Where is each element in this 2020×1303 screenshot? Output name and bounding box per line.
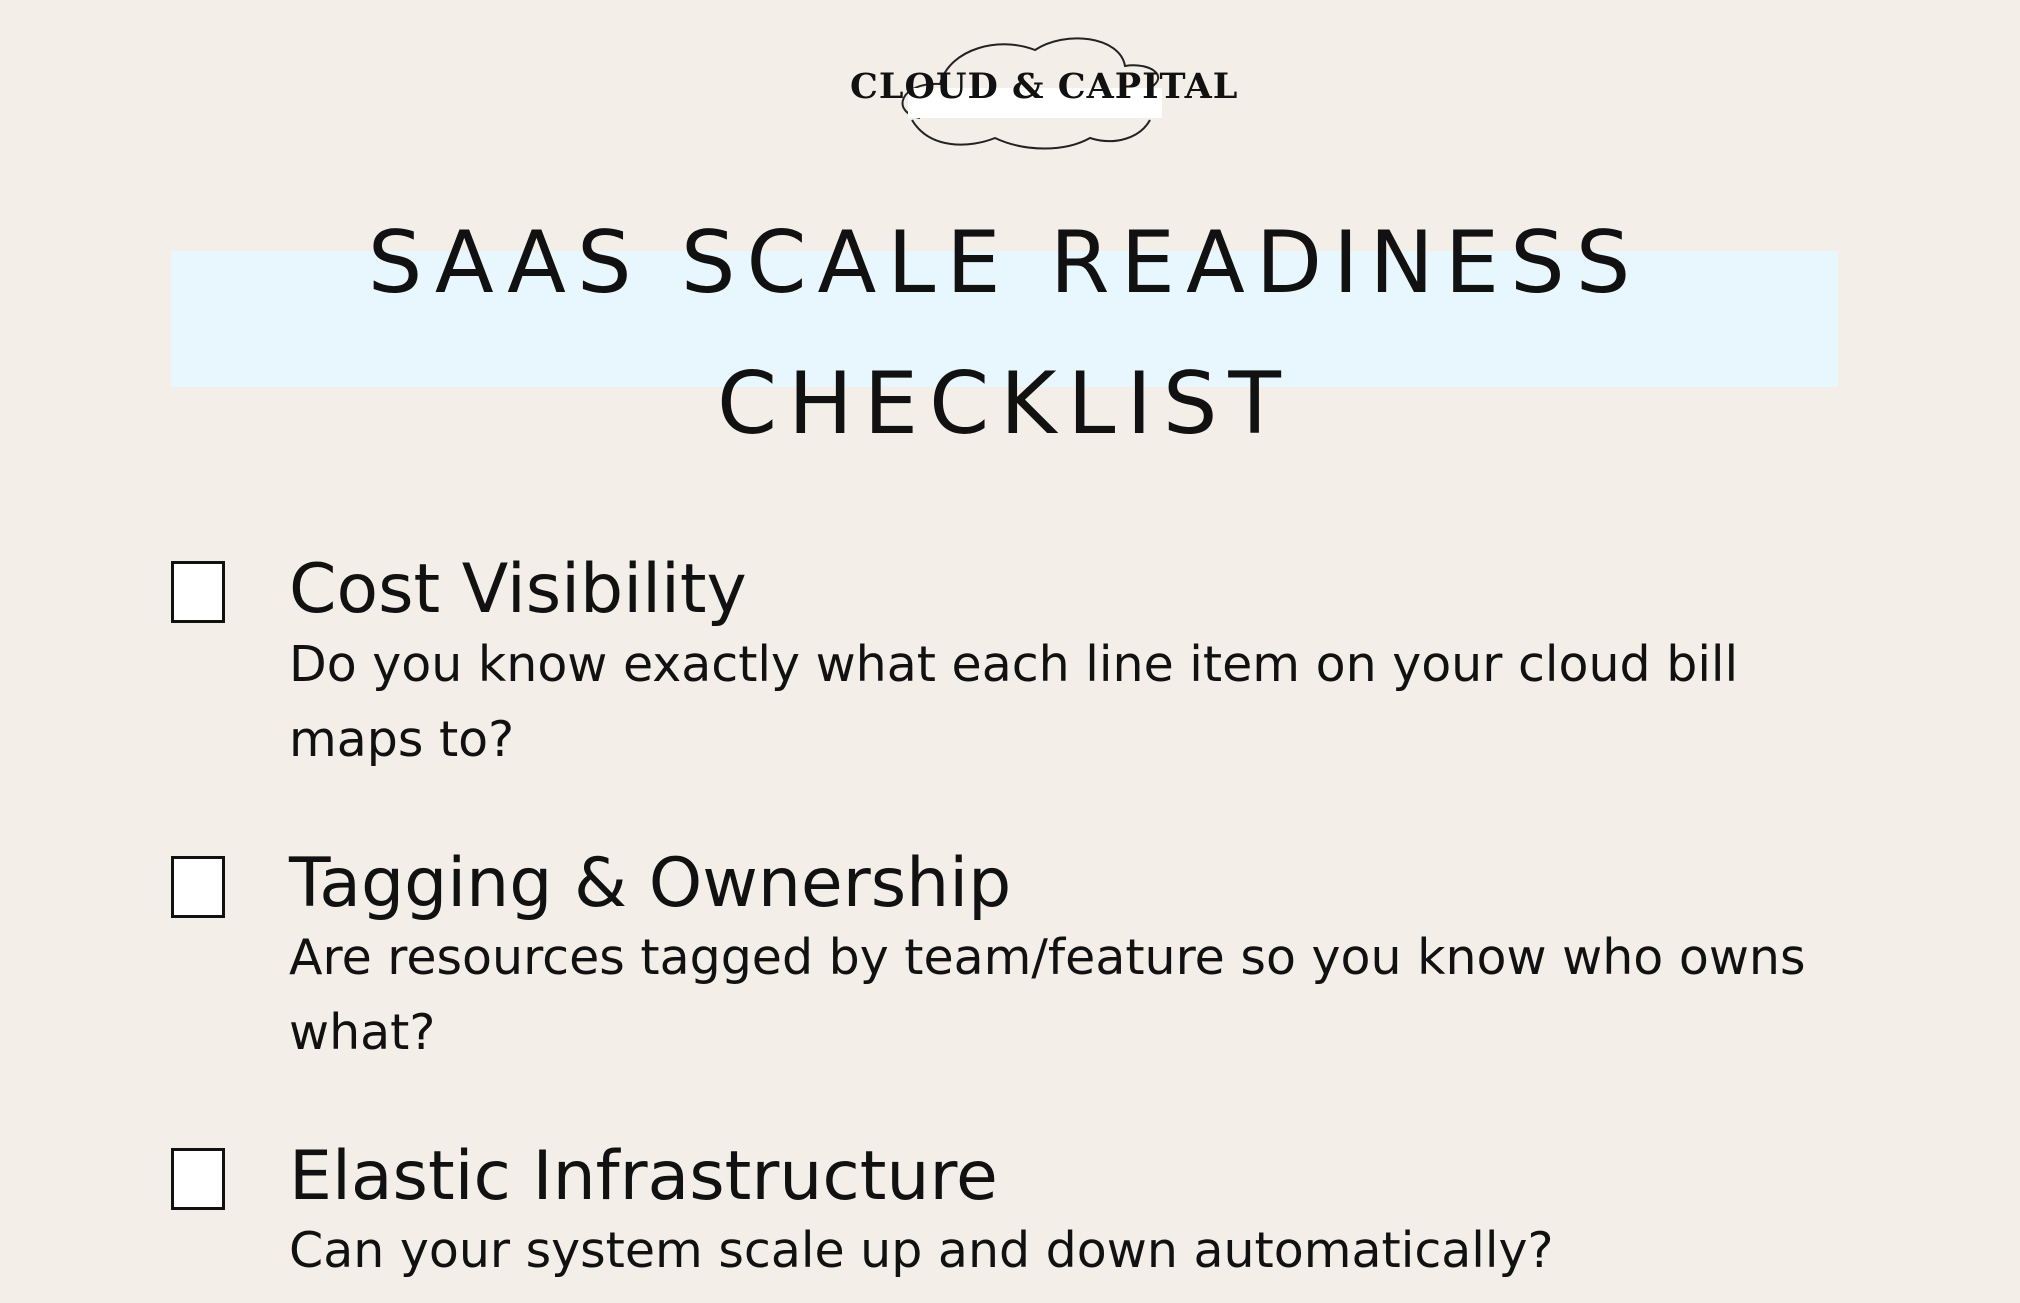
checklist-item-description: Can your system scale up and down automa… xyxy=(289,1222,1554,1279)
checkbox[interactable] xyxy=(171,561,225,623)
checkbox[interactable] xyxy=(171,856,225,918)
checklist-item-title: Tagging & Ownership xyxy=(289,844,1012,923)
logo-text: CLOUD & CAPITAL xyxy=(850,66,1239,107)
page-title-line-1: SAAS SCALE READINESS xyxy=(367,213,1642,313)
page-title: SAAS SCALE READINESS CHECKLIST xyxy=(171,193,1838,475)
title-highlight-band xyxy=(171,251,1838,387)
checklist-item-description: Are resources tagged by team/feature so … xyxy=(289,929,1806,1061)
brand-logo: CLOUD & CAPITAL xyxy=(850,26,1239,154)
checklist-item-title: Elastic Infrastructure xyxy=(289,1137,998,1216)
page-title-line-2: CHECKLIST xyxy=(717,354,1292,454)
cloud-icon xyxy=(901,37,1162,150)
checklist-item-title: Cost Visibility xyxy=(289,550,747,629)
checklist-item-description: Do you know exactly what each line item … xyxy=(289,636,1739,768)
checkbox[interactable] xyxy=(171,1148,225,1210)
